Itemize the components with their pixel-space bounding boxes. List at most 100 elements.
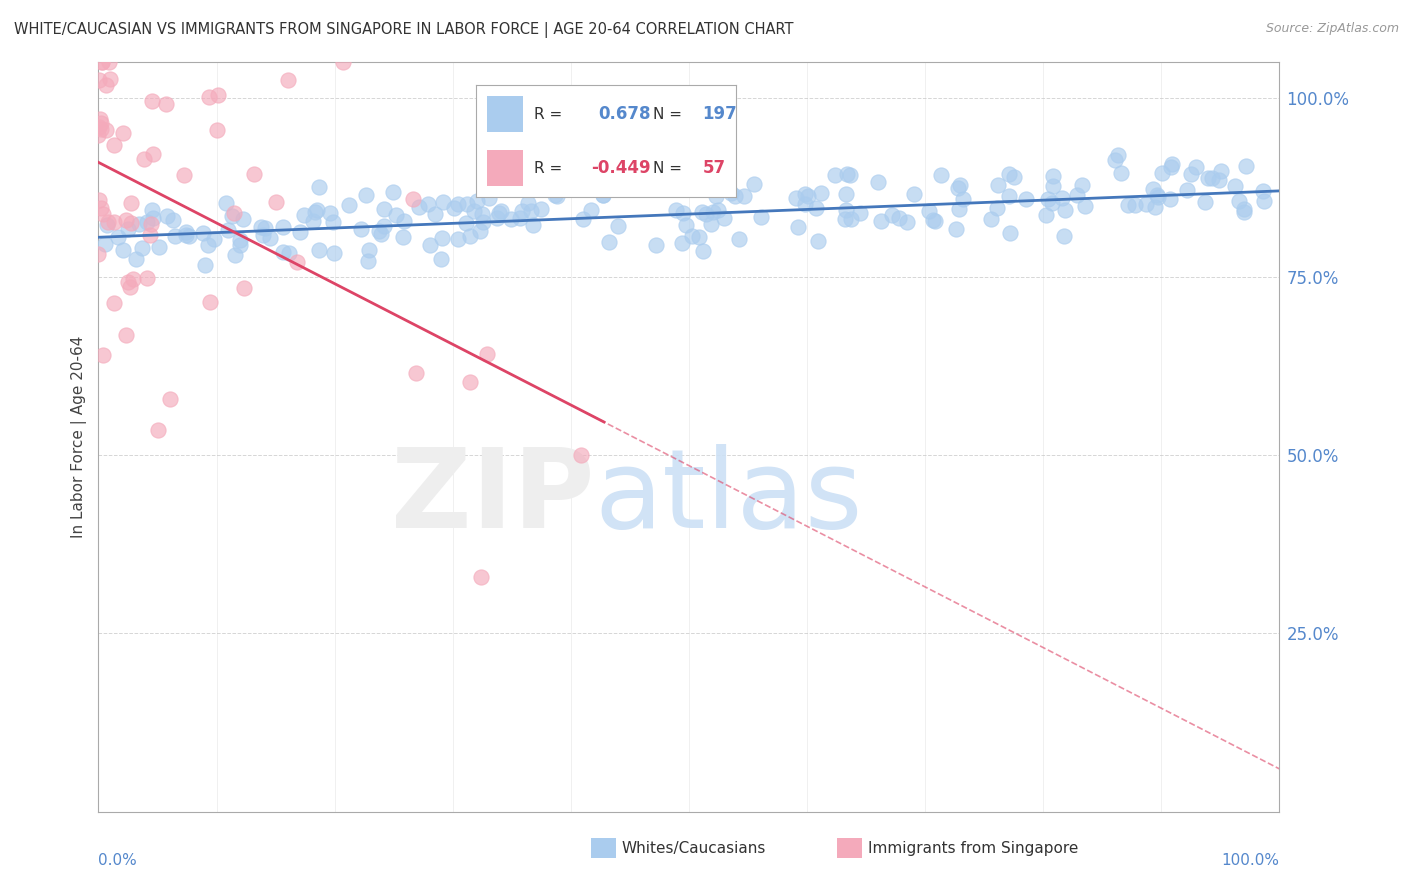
Point	[148, 240, 170, 254]
Point	[824, 169, 846, 183]
Point	[1180, 167, 1202, 181]
Point	[224, 247, 246, 261]
Point	[592, 187, 614, 202]
Point	[114, 213, 136, 227]
Point	[87, 128, 110, 142]
Point	[458, 375, 481, 389]
Point	[242, 168, 264, 182]
Point	[1036, 192, 1059, 206]
Point	[1135, 197, 1157, 211]
Point	[797, 189, 820, 203]
Point	[733, 189, 755, 203]
Point	[835, 203, 858, 218]
Point	[103, 138, 125, 153]
Point	[215, 195, 238, 210]
Y-axis label: In Labor Force | Age 20-64: In Labor Force | Age 20-64	[72, 336, 87, 538]
Point	[841, 211, 863, 226]
Point	[107, 229, 129, 244]
Point	[432, 195, 454, 210]
Point	[392, 230, 415, 244]
Point	[1104, 153, 1126, 167]
Point	[1070, 178, 1092, 192]
Point	[530, 202, 553, 216]
Point	[749, 210, 772, 224]
Point	[692, 244, 714, 258]
Point	[704, 189, 727, 203]
Point	[1142, 181, 1164, 195]
Point	[1000, 227, 1022, 241]
Point	[91, 207, 114, 221]
Point	[665, 202, 688, 217]
Point	[332, 55, 354, 70]
Point	[793, 197, 815, 211]
Point	[702, 205, 724, 219]
Point	[1159, 193, 1181, 207]
Point	[117, 276, 139, 290]
Point	[392, 214, 415, 228]
Point	[952, 192, 974, 206]
Point	[90, 121, 112, 136]
Point	[447, 232, 470, 246]
Point	[173, 168, 195, 182]
Point	[707, 203, 730, 218]
Point	[87, 247, 110, 261]
Point	[87, 194, 110, 208]
Point	[229, 233, 252, 247]
Text: Whites/Caucasians: Whites/Caucasians	[621, 841, 766, 855]
Point	[432, 230, 454, 244]
Point	[402, 192, 425, 206]
Point	[546, 188, 568, 202]
Point	[924, 214, 946, 228]
Point	[1147, 189, 1170, 203]
Point	[849, 206, 872, 220]
Point	[381, 186, 404, 200]
Point	[987, 178, 1010, 192]
Point	[94, 78, 117, 92]
Point	[918, 204, 941, 219]
Point	[700, 217, 723, 231]
Point	[373, 219, 395, 234]
Point	[224, 205, 246, 219]
Point	[1223, 179, 1246, 194]
Point	[322, 215, 344, 229]
Text: Source: ZipAtlas.com: Source: ZipAtlas.com	[1265, 22, 1399, 36]
Point	[1053, 203, 1076, 218]
Point	[368, 223, 391, 237]
Point	[945, 222, 967, 236]
Point	[544, 188, 567, 202]
Point	[191, 226, 214, 240]
Point	[142, 211, 165, 225]
Point	[356, 253, 378, 268]
Point	[561, 177, 583, 191]
Point	[724, 189, 747, 203]
Point	[887, 211, 910, 226]
Point	[120, 279, 142, 293]
Point	[122, 272, 145, 286]
Point	[141, 94, 163, 108]
Point	[277, 246, 299, 260]
Point	[115, 327, 138, 342]
Point	[232, 281, 254, 295]
Point	[1227, 194, 1250, 208]
Point	[285, 255, 308, 269]
Point	[408, 200, 430, 214]
Point	[354, 188, 377, 202]
Point	[90, 55, 112, 70]
Point	[98, 72, 121, 87]
Point	[405, 366, 427, 380]
Point	[1002, 169, 1025, 184]
Point	[97, 55, 120, 70]
Point	[1208, 173, 1230, 187]
Point	[128, 218, 150, 232]
Point	[520, 203, 543, 218]
Point	[465, 194, 488, 208]
Point	[90, 201, 112, 215]
Point	[949, 178, 972, 192]
Point	[292, 208, 315, 222]
Point	[135, 271, 157, 285]
Point	[165, 229, 187, 244]
Point	[304, 205, 326, 219]
Point	[882, 209, 904, 223]
Point	[1160, 161, 1182, 175]
Point	[471, 215, 494, 229]
